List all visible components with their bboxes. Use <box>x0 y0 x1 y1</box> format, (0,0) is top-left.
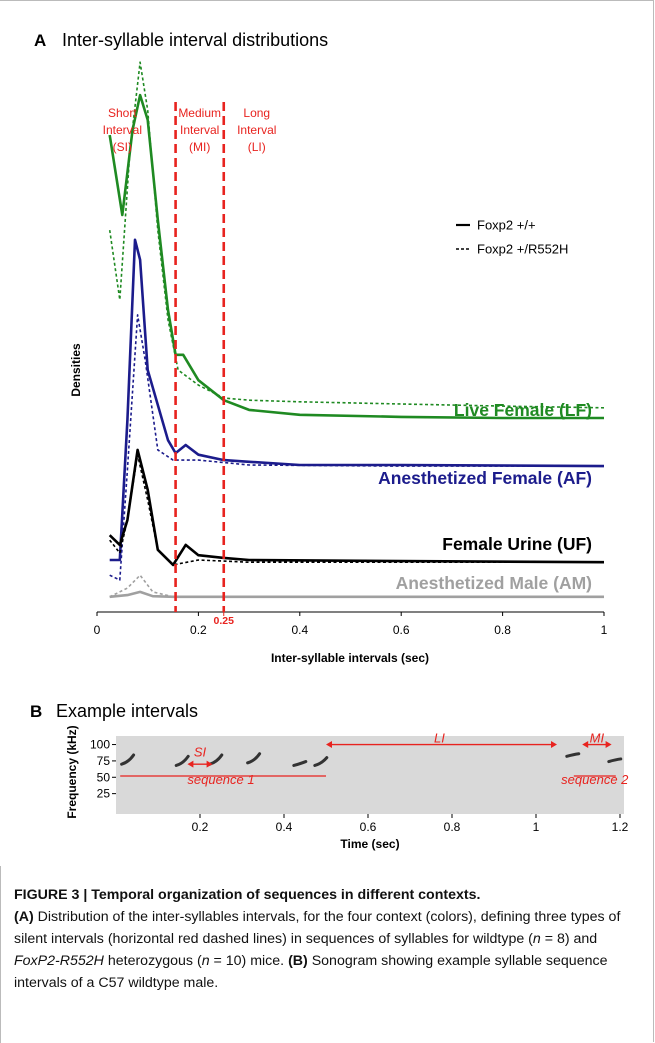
y-tick-label: 100 <box>90 738 110 752</box>
figure: A Inter-syllable interval distributions … <box>30 30 629 851</box>
syllable <box>565 752 581 758</box>
syllable <box>292 760 308 767</box>
caption-text: (A) <box>14 909 34 925</box>
caption-text: = 8) and <box>540 931 598 947</box>
density-line <box>109 453 604 566</box>
caption-title: FIGURE 3 | Temporal organization of sequ… <box>14 887 481 903</box>
legend-label: Foxp2 +/+ <box>477 218 536 233</box>
annotation: sequence 2 <box>561 772 629 787</box>
density-line <box>108 93 604 420</box>
density-line <box>108 61 605 409</box>
y-tick-label: 25 <box>97 787 111 801</box>
interval-label: Medium <box>178 106 221 120</box>
syllable <box>120 753 136 766</box>
x-tick-label: 0.6 <box>360 820 377 834</box>
panel-title: Example intervals <box>56 701 198 721</box>
x-tick-label: 1 <box>533 820 540 834</box>
x-tick-label: 0.4 <box>276 820 293 834</box>
caption-text: heterozygous ( <box>103 953 202 969</box>
density-line <box>109 590 604 599</box>
caption: FIGURE 3 | Temporal organization of sequ… <box>14 884 634 994</box>
syllable <box>313 756 329 767</box>
arrow-head <box>582 741 612 749</box>
caption-text: n <box>201 953 210 969</box>
syllable <box>607 757 623 764</box>
x-tick-label: 1 <box>601 623 608 637</box>
caption-text: = 10) mice. <box>209 953 289 969</box>
interval-label: (SI) <box>113 140 132 154</box>
density-line <box>109 314 604 581</box>
interval-label: Interval <box>237 123 276 137</box>
x-axis-label: Time (sec) <box>340 837 399 851</box>
arrow-head <box>187 760 213 768</box>
caption-text: (B) <box>288 953 308 969</box>
y-axis-label: Densities <box>69 343 83 397</box>
caption-text: n <box>532 931 541 947</box>
annotation: SI <box>194 744 207 759</box>
y-tick-label: 75 <box>97 754 111 768</box>
interval-label: (LI) <box>248 140 266 154</box>
x-tick-label: 0.8 <box>494 623 511 637</box>
x-tick-label: 0.4 <box>291 623 308 637</box>
x-tick-label: 0.2 <box>192 820 209 834</box>
panel-letter: A <box>34 31 46 50</box>
syllable <box>246 752 262 765</box>
x-tick-label: 0.8 <box>444 820 461 834</box>
annotation: LI <box>434 731 445 746</box>
panel-title: Inter-syllable interval distributions <box>62 30 328 50</box>
panel-letter: B <box>30 702 42 721</box>
boundary-label: 0.25 <box>214 615 235 627</box>
series-label: Live Female (LF) <box>454 400 592 420</box>
y-tick-label: 50 <box>97 770 111 784</box>
syllable <box>174 754 190 767</box>
series-label: Female Urine (UF) <box>442 534 592 554</box>
caption-text: Distribution of the inter-syllables inte… <box>14 909 621 947</box>
annotation: sequence 1 <box>187 772 254 787</box>
interval-label: Long <box>243 106 270 120</box>
caption-text: Sonogram showing example syllable sequen… <box>14 953 608 991</box>
x-tick-label: 0.6 <box>393 623 410 637</box>
legend-label: Foxp2 +/R552H <box>477 242 568 257</box>
y-axis-label: Frequency (kHz) <box>65 725 79 818</box>
series-label: Anesthetized Female (AF) <box>378 468 592 488</box>
x-tick-label: 0.2 <box>190 623 207 637</box>
interval-label: Interval <box>103 123 142 137</box>
caption-text: FoxP2-R552H <box>14 953 104 969</box>
sonogram <box>116 736 624 814</box>
x-tick-label: 1.2 <box>612 820 629 834</box>
x-tick-label: 0 <box>94 623 101 637</box>
annotation: MI <box>590 731 605 746</box>
x-axis-label: Inter-syllable intervals (sec) <box>271 651 429 665</box>
interval-label: Interval <box>180 123 219 137</box>
frame <box>0 866 1 1043</box>
interval-label: (MI) <box>189 140 210 154</box>
series-label: Anesthetized Male (AM) <box>396 573 592 593</box>
interval-label: Short <box>108 106 137 120</box>
